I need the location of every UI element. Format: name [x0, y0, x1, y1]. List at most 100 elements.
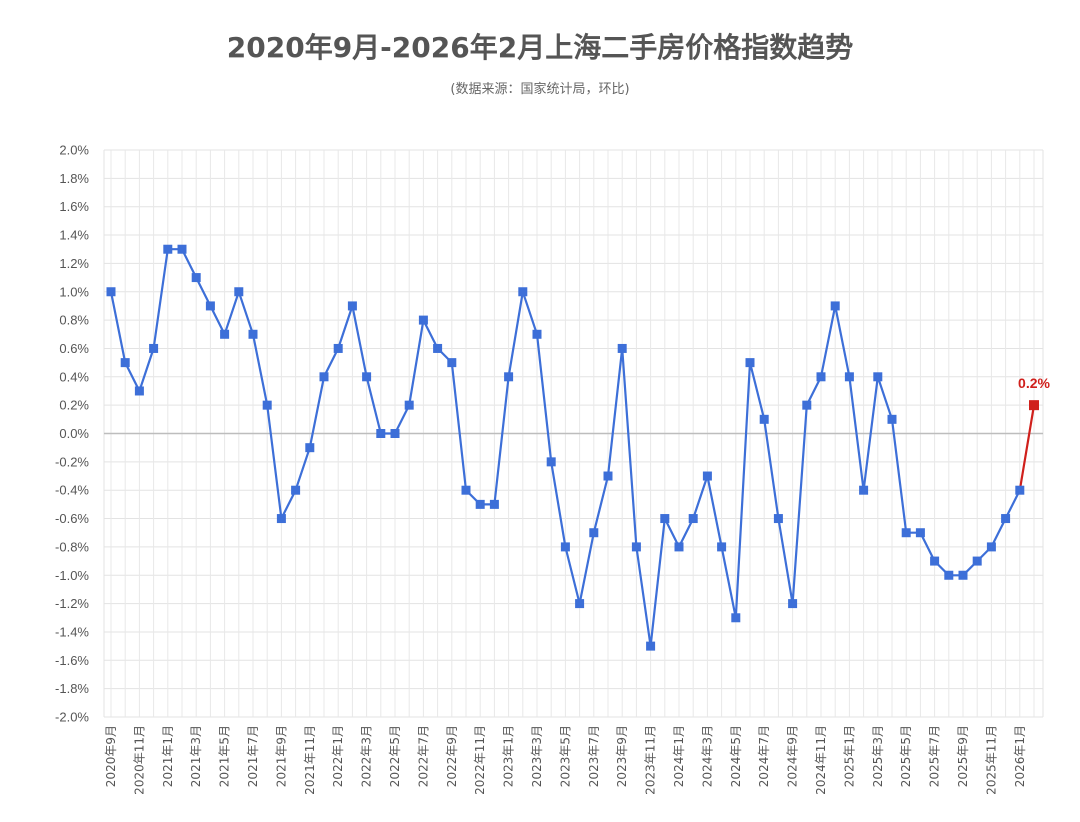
data-point [149, 343, 159, 353]
data-point [631, 542, 641, 552]
data-point [234, 287, 244, 297]
data-point [404, 400, 414, 410]
chart-subtitle: (数据来源：国家统计局，环比) [450, 82, 630, 97]
x-tick-label: 2026年1月 [1013, 725, 1027, 787]
y-tick-label: -1.8% [55, 681, 89, 696]
x-tick-label: 2024年3月 [700, 725, 714, 787]
grid-lines [103, 149, 1044, 718]
x-tick-label: 2025年9月 [956, 725, 970, 787]
x-tick-label: 2022年3月 [360, 725, 374, 787]
data-point [447, 358, 457, 368]
y-tick-label: -0.8% [55, 539, 89, 554]
data-point [333, 343, 343, 353]
y-tick-label: -0.2% [55, 454, 89, 469]
highlight-marker [1029, 400, 1039, 411]
data-point [688, 514, 698, 524]
data-point [901, 528, 911, 538]
data-point [347, 301, 357, 311]
data-point [191, 273, 201, 283]
x-tick-label: 2023年1月 [502, 725, 516, 787]
data-point [603, 471, 613, 481]
data-point [816, 372, 826, 382]
x-tick-label: 2021年11月 [303, 725, 317, 795]
data-point [163, 244, 173, 254]
y-tick-label: -1.4% [55, 624, 89, 639]
x-tick-label: 2024年9月 [786, 725, 800, 787]
y-tick-label: 1.4% [59, 228, 89, 243]
y-tick-label: 0.8% [59, 313, 89, 328]
x-tick-label: 2023年3月 [530, 725, 544, 787]
x-tick-label: 2022年7月 [416, 725, 430, 787]
x-tick-label: 2023年5月 [558, 725, 572, 787]
highlight-point: 0.2% [1018, 375, 1051, 411]
x-tick-label: 2025年5月 [899, 725, 913, 787]
data-point [788, 599, 798, 609]
data-point [376, 429, 386, 438]
x-tick-label: 2023年9月 [615, 725, 629, 787]
y-axis-ticks: 2.0% 1.8% 1.6% 1.4% 1.2% 1.0% 0.8% 0.6% 0.4% 0.2%… [55, 143, 89, 725]
data-point [276, 514, 286, 524]
data-point [433, 343, 443, 353]
y-tick-label: 0.0% [59, 426, 89, 441]
data-point [504, 372, 514, 382]
data-point [731, 613, 741, 623]
data-point [930, 556, 940, 566]
data-point [532, 329, 542, 339]
data-point [674, 542, 684, 552]
y-tick-label: -1.6% [55, 653, 89, 668]
x-tick-label: 2021年1月 [161, 725, 175, 787]
y-tick-label: -2.0% [55, 710, 89, 725]
data-point [717, 542, 727, 552]
data-point [120, 358, 130, 368]
data-point [177, 244, 187, 254]
data-point [958, 570, 968, 580]
y-tick-label: 0.4% [59, 369, 89, 384]
data-point [617, 343, 627, 353]
data-point [575, 599, 585, 609]
x-tick-label: 2023年11月 [644, 725, 658, 795]
data-point [759, 414, 769, 424]
data-point [362, 372, 372, 382]
last-value-label: 0.2% [1018, 375, 1050, 391]
y-tick-label: 1.2% [59, 256, 89, 271]
x-tick-label: 2025年3月 [871, 725, 885, 787]
data-point [844, 372, 854, 382]
data-point [546, 457, 556, 467]
data-point [305, 443, 315, 453]
y-tick-label: -1.0% [55, 568, 89, 583]
y-tick-label: -0.4% [55, 483, 89, 498]
x-tick-label: 2021年9月 [274, 725, 288, 787]
y-tick-label: 1.6% [59, 199, 89, 214]
data-point [859, 485, 869, 495]
x-tick-label: 2022年5月 [388, 725, 402, 787]
data-point [873, 372, 883, 382]
data-point [986, 542, 996, 552]
data-point [262, 400, 272, 410]
data-point [1015, 485, 1025, 495]
highlight-segment [1018, 404, 1036, 491]
x-tick-label: 2022年1月 [331, 725, 345, 787]
data-point [205, 301, 215, 311]
data-point [944, 570, 954, 580]
x-tick-label: 2021年7月 [246, 725, 260, 787]
data-point [830, 301, 840, 311]
data-point [291, 485, 301, 495]
y-tick-label: 1.0% [59, 284, 89, 299]
x-tick-label: 2023年7月 [587, 725, 601, 787]
data-point [106, 287, 116, 297]
data-points [106, 244, 1025, 651]
series-line [109, 248, 1036, 648]
y-tick-label: 0.2% [59, 398, 89, 413]
data-point [702, 471, 712, 481]
data-point [134, 386, 144, 396]
x-tick-label: 2024年11月 [814, 725, 828, 795]
data-point [248, 329, 258, 339]
data-point [319, 372, 329, 382]
x-tick-label: 2024年1月 [672, 725, 686, 787]
data-point [887, 414, 897, 424]
y-tick-label: -0.6% [55, 511, 89, 526]
data-point [390, 429, 400, 438]
y-tick-label: 1.8% [59, 171, 89, 186]
data-point [1001, 514, 1011, 524]
